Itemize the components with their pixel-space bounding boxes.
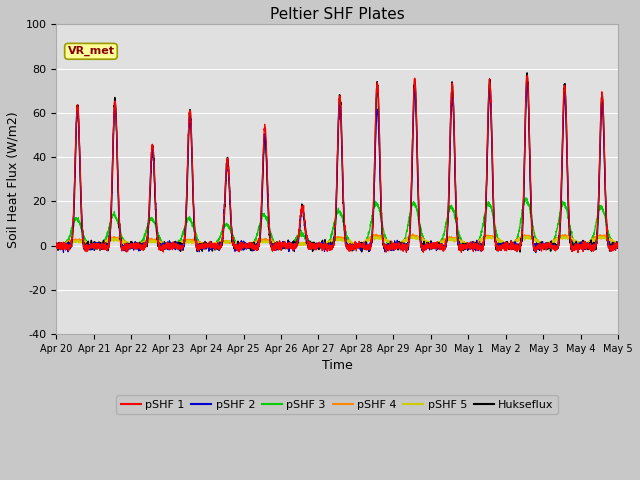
Y-axis label: Soil Heat Flux (W/m2): Soil Heat Flux (W/m2) — [7, 111, 20, 248]
Text: VR_met: VR_met — [67, 46, 115, 57]
Title: Peltier SHF Plates: Peltier SHF Plates — [270, 7, 404, 22]
X-axis label: Time: Time — [322, 360, 353, 372]
Legend: pSHF 1, pSHF 2, pSHF 3, pSHF 4, pSHF 5, Hukseflux: pSHF 1, pSHF 2, pSHF 3, pSHF 4, pSHF 5, … — [116, 396, 558, 414]
